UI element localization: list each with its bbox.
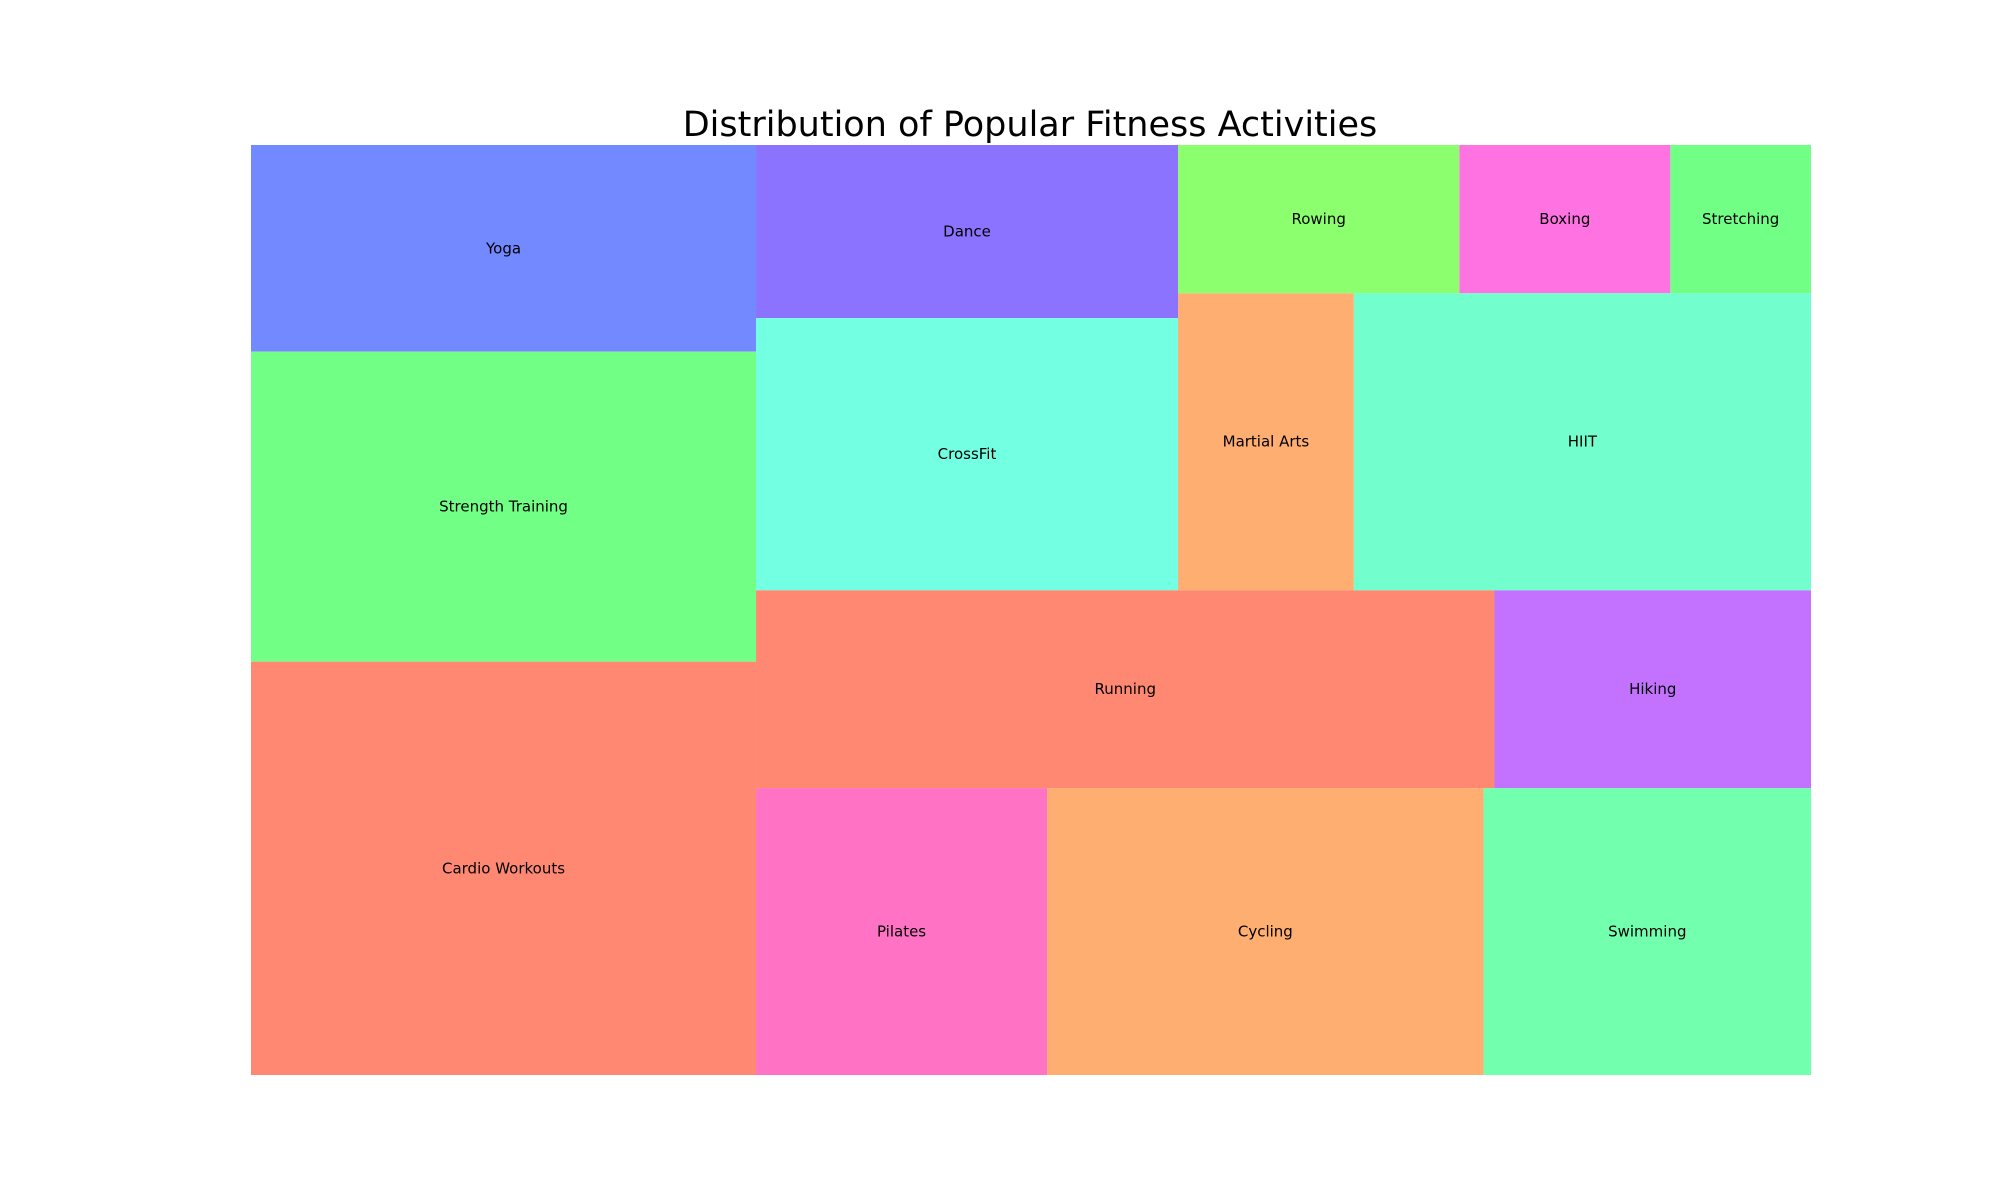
tile-pilates bbox=[756, 788, 1048, 1075]
tile-hiit bbox=[1353, 293, 1811, 591]
tile-label-hiking: Hiking bbox=[1629, 680, 1676, 698]
tile-label-pilates: Pilates bbox=[877, 923, 926, 941]
tile-strength-training bbox=[251, 351, 757, 662]
tile-yoga bbox=[251, 145, 757, 352]
chart-title: Distribution of Popular Fitness Activiti… bbox=[683, 105, 1378, 145]
tile-label-cycling: Cycling bbox=[1238, 923, 1293, 941]
tile-label-rowing: Rowing bbox=[1291, 210, 1345, 228]
tile-label-hiit: HIIT bbox=[1568, 433, 1598, 451]
tile-label-yoga: Yoga bbox=[485, 239, 521, 257]
tile-cycling bbox=[1047, 788, 1484, 1075]
tile-running bbox=[756, 590, 1495, 789]
tile-swimming bbox=[1483, 788, 1811, 1075]
tile-cardio-workouts bbox=[251, 661, 757, 1075]
tile-label-crossfit: CrossFit bbox=[938, 445, 997, 463]
treemap-tiles: Yoga Strength Training Cardio Workouts Pila… bbox=[251, 145, 1811, 1075]
tile-label-stretching: Stretching bbox=[1702, 210, 1779, 228]
tile-stretching bbox=[1670, 145, 1811, 294]
tile-label-boxing: Boxing bbox=[1539, 210, 1590, 228]
tile-martial-arts bbox=[1178, 293, 1354, 591]
tile-label-martial-arts: Martial Arts bbox=[1223, 433, 1310, 451]
tile-label-dance: Dance bbox=[943, 223, 991, 241]
tile-boxing bbox=[1459, 145, 1671, 294]
tile-hiking bbox=[1494, 590, 1811, 789]
tile-dance bbox=[756, 145, 1179, 319]
tile-label-running: Running bbox=[1095, 680, 1156, 698]
tile-label-strength-training: Strength Training bbox=[439, 498, 568, 516]
tile-crossfit bbox=[756, 318, 1179, 591]
tile-rowing bbox=[1178, 145, 1460, 294]
tile-label-cardio-workouts: Cardio Workouts bbox=[442, 859, 565, 877]
tile-label-swimming: Swimming bbox=[1608, 923, 1686, 941]
